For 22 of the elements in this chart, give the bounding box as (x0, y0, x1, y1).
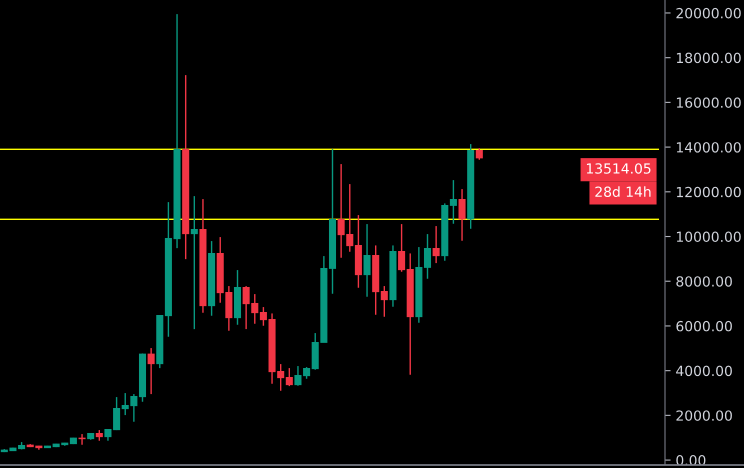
candlestick (458, 188, 466, 242)
candlestick (96, 429, 103, 442)
candlestick (286, 367, 293, 387)
y-tick-label: 20000.00 (676, 8, 741, 18)
y-tick-label: 12000.00 (676, 186, 741, 198)
candlestick (190, 195, 198, 330)
candlestick (78, 433, 86, 446)
candlestick (148, 347, 155, 395)
y-tick-label: 16000.00 (676, 97, 741, 108)
y-tick-label: 14000.00 (676, 142, 741, 153)
y-tick-label: 6000.00 (676, 320, 732, 332)
y-tick-label: 8000.00 (676, 276, 732, 287)
annotation: 28d 14h (595, 186, 651, 198)
y-tick-label: 18000.00 (676, 52, 741, 64)
y-tick-label: 2000.00 (676, 410, 732, 421)
candlestick (476, 147, 483, 160)
candlestick (364, 223, 371, 298)
y-tick-label: 10000.00 (676, 231, 741, 242)
candlestick (432, 225, 440, 264)
y-tick-label: 4000.00 (676, 366, 732, 376)
candlestick (380, 285, 388, 318)
annotation: 13514.05 (586, 163, 650, 174)
